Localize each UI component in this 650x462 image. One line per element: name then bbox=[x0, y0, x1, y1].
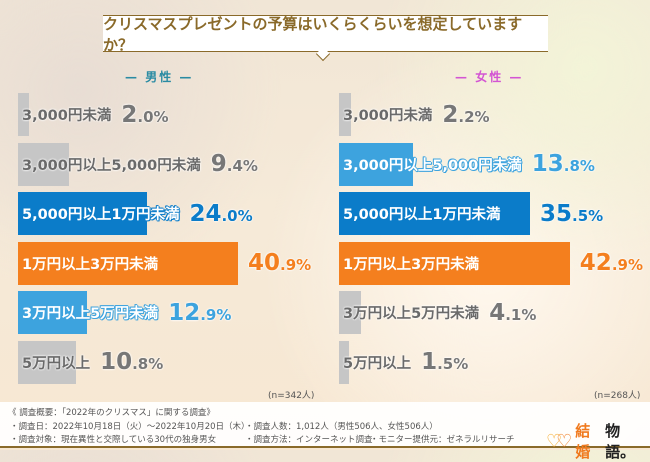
value-label: 9.4% bbox=[210, 151, 258, 177]
value-label: 1.5% bbox=[421, 349, 469, 375]
value-label: 35.5% bbox=[539, 200, 604, 227]
survey-date: ・調査日：2022年10月18日（火）～2022年10月20日（木） bbox=[10, 422, 250, 432]
category-label: 3万円以上5万円未満 bbox=[343, 306, 480, 322]
bar bbox=[339, 192, 530, 235]
bar-row: 3,000円以上5,000円未満 13.8% bbox=[339, 142, 649, 186]
category-label: 5,000円以上1万円未満 bbox=[343, 207, 501, 223]
bar bbox=[18, 192, 148, 235]
survey-people: ・調査人数：1,012人（男性506人、女性506人） bbox=[245, 422, 438, 432]
bar-label-wrap: 1万円以上3万円未満 bbox=[339, 253, 570, 274]
bar bbox=[18, 142, 69, 186]
category-label: 3,000円未満 bbox=[22, 108, 112, 124]
chart-title-text: クリスマスプレゼントの予算はいくらくらいを想定していますか？ bbox=[103, 14, 523, 54]
category-label: 5万円以上 bbox=[343, 355, 412, 372]
male-label-text: 男性 bbox=[145, 70, 174, 84]
bar-label-wrap: 5万円以上 bbox=[339, 352, 411, 373]
bar-label-wrap: 5,000円以上1万円未満 bbox=[18, 203, 179, 224]
value-label: 4.1% bbox=[489, 299, 537, 326]
value-label: 10.8% bbox=[100, 349, 164, 375]
logo-text-a: 結婚 bbox=[575, 422, 591, 461]
bar-label-wrap: 3万円以上5万円未満 bbox=[18, 302, 158, 323]
male-panel-label: — 男性 — bbox=[125, 70, 194, 84]
survey-overview: 《 調査概要：「2022年のクリスマス」に関する調査》 bbox=[8, 408, 215, 418]
bar-row: 5,000円以上1万円未満 24.0% bbox=[18, 192, 328, 235]
bar-row: 3,000円未満 2.0% bbox=[18, 93, 328, 136]
bar-row: 5万円以上 1.5% bbox=[339, 340, 649, 384]
bar-row: 3,000円以上5,000円未満 9.4% bbox=[18, 142, 328, 186]
male-sample-size: (n=342人) bbox=[268, 391, 315, 401]
bar-row: 3,000円未満 2.2% bbox=[339, 93, 649, 136]
survey-monitor: ・モニター提供元：ゼネラルリサーチ bbox=[370, 435, 515, 445]
value-label: 2.0% bbox=[121, 101, 169, 128]
bar-label-wrap: 5,000円以上1万円未満 bbox=[339, 203, 530, 224]
category-label: 5,000円以上1万円未満 bbox=[22, 207, 180, 223]
value-label: 13.8% bbox=[531, 151, 595, 177]
bar-label-wrap: 3,000円未満 bbox=[18, 104, 111, 125]
hearts-icon: ♡♡ bbox=[546, 430, 573, 452]
bar-row: 1万円以上3万円未満 40.9% bbox=[18, 241, 328, 285]
survey-target: ・調査対象：現在異性と交際している30代の独身男女 bbox=[10, 435, 217, 445]
bar-label-wrap: 3万円以上5万円未満 bbox=[339, 302, 479, 323]
value-label: 40.9% bbox=[248, 250, 312, 276]
bar bbox=[18, 241, 239, 285]
category-label: 1万円以上3万円未満 bbox=[343, 256, 480, 273]
female-label-text: 女性 bbox=[475, 70, 504, 84]
male-bar-chart: 3,000円未満 2.0% 3,000円以上5,000円未満 9.4% 5,000円以上… bbox=[18, 93, 328, 390]
bar-label-wrap: 3,000円未満 bbox=[339, 104, 432, 125]
bar bbox=[18, 340, 77, 384]
category-label: 5万円以上 bbox=[22, 355, 91, 372]
category-label: 3,000円未満 bbox=[343, 108, 433, 124]
bar-label-wrap: 1万円以上3万円未満 bbox=[18, 253, 238, 274]
chart-title: クリスマスプレゼントの予算はいくらくらいを想定していますか？ bbox=[103, 14, 548, 54]
bar-row: 3万円以上5万円未満 12.9% bbox=[18, 291, 328, 334]
category-label: 1万円以上3万円未満 bbox=[22, 256, 159, 273]
bar-row: 1万円以上3万円未満 42.9% bbox=[339, 241, 649, 285]
bar-row: 5,000円以上1万円未満 35.5% bbox=[339, 192, 649, 235]
survey-footer: 《 調査概要：「2022年のクリスマス」に関する調査》 ・調査日：2022年10… bbox=[0, 402, 650, 448]
bar bbox=[339, 93, 351, 136]
female-sample-size: (n=268人) bbox=[594, 391, 641, 401]
category-label: 3,000円以上5,000円未満 bbox=[22, 157, 201, 174]
bar-label-wrap: 3,000円以上5,000円未満 bbox=[339, 154, 522, 175]
bar-row: 5万円以上 10.8% bbox=[18, 340, 328, 384]
bar bbox=[339, 241, 570, 285]
value-label: 42.9% bbox=[579, 250, 643, 276]
female-bar-chart: 3,000円未満 2.2% 3,000円以上5,000円未満 13.8% 5,000円以… bbox=[339, 93, 649, 390]
bar bbox=[18, 93, 29, 136]
value-label: 12.9% bbox=[168, 299, 232, 326]
category-label: 3万円以上5万円未満 bbox=[22, 306, 159, 322]
bar-row: 3万円以上5万円未満 4.1% bbox=[339, 291, 649, 334]
bar bbox=[339, 142, 414, 186]
bar bbox=[339, 291, 362, 334]
female-panel-label: — 女性 — bbox=[455, 70, 524, 84]
value-label: 24.0% bbox=[189, 200, 253, 227]
bar-label-wrap: 3,000円以上5,000円未満 bbox=[18, 154, 201, 175]
logo-text-b: 物語。 bbox=[605, 422, 636, 461]
value-label: 2.2% bbox=[442, 101, 490, 128]
bar bbox=[18, 291, 88, 334]
bar bbox=[339, 340, 349, 384]
category-label: 3,000円以上5,000円未満 bbox=[343, 157, 522, 174]
survey-method: ・調査方法：インターネット調査 bbox=[245, 435, 373, 445]
bar-label-wrap: 5万円以上 bbox=[18, 352, 90, 373]
logo: ♡♡ 結婚 物語。 bbox=[546, 420, 650, 462]
